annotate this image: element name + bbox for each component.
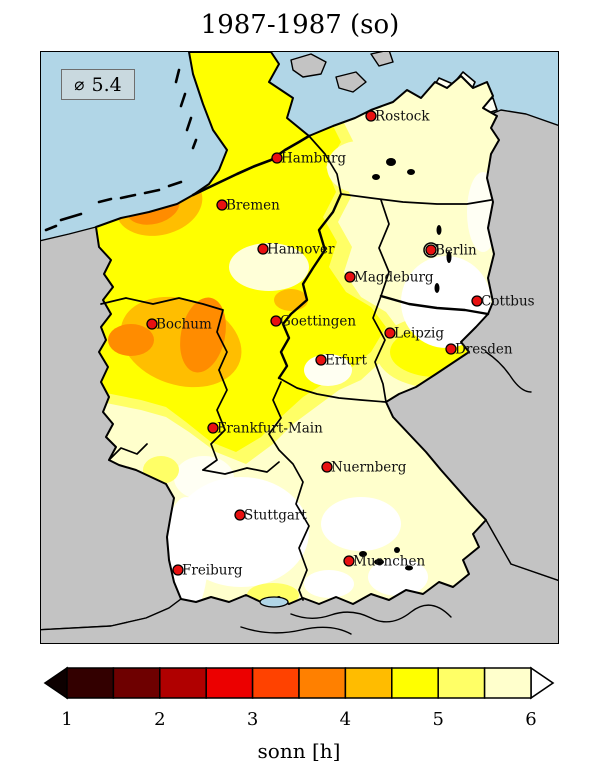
- city-marker-Muenchen: [343, 555, 355, 567]
- city-label-Cottbus: Cottbus: [481, 294, 535, 310]
- colorbar-segment-1-1.5: [66, 667, 115, 699]
- city-marker-Leipzig: [384, 327, 396, 339]
- average-symbol: ⌀: [74, 74, 85, 95]
- colorbar-segment-4-4.5: [344, 667, 393, 699]
- city-label-Bremen: Bremen: [226, 198, 280, 214]
- city-marker-Freiburg: [172, 564, 184, 576]
- city-label-Stuttgart: Stuttgart: [244, 508, 307, 524]
- outside-land: [41, 52, 558, 643]
- colorbar-over-arrow: [530, 666, 555, 700]
- city-marker-Cottbus: [471, 295, 483, 307]
- coastal-islands: [44, 68, 198, 232]
- city-label-Leipzig: Leipzig: [394, 326, 444, 342]
- city-marker-Bremen: [216, 199, 228, 211]
- colorbar-under-arrow: [43, 666, 68, 700]
- city-label-Berlin: Berlin: [435, 243, 477, 259]
- border-hesse-bw: [202, 461, 280, 475]
- city-marker-Berlin: [425, 244, 437, 256]
- colorbar-tick-3: 3: [247, 709, 258, 730]
- state-borders: [100, 134, 492, 601]
- average-value: 5.4: [91, 73, 122, 96]
- patch-hannover-pale: [229, 243, 309, 291]
- border-nrw-rlp-hesse: [202, 369, 228, 471]
- average-value-badge: ⌀ 5.4: [61, 69, 135, 100]
- colorbar-segments: [66, 667, 532, 699]
- colorbar-segment-3-3.5: [251, 667, 300, 699]
- border-sa-brandenburg: [378, 199, 390, 297]
- city-label-Hamburg: Hamburg: [281, 151, 346, 167]
- colorbar-segment-2.5-3: [205, 667, 254, 699]
- patch-white-munich-n: [321, 497, 401, 551]
- patch-white-allgaeu: [304, 570, 354, 598]
- island-denmark-1: [290, 53, 327, 78]
- colorbar-axis-label: sonn [h]: [258, 739, 341, 763]
- city-label-Goettingen: Goettingen: [280, 314, 356, 330]
- city-label-Hannover: Hannover: [267, 242, 335, 258]
- city-marker-Rostock: [365, 110, 377, 122]
- colorbar-segment-4.5-5: [391, 667, 439, 699]
- city-label-Bochum: Bochum: [156, 317, 212, 333]
- island-denmark-2: [335, 71, 367, 93]
- city-marker-Bochum: [146, 318, 158, 330]
- colorbar-tick-6: 6: [525, 709, 536, 730]
- colorbar-segment-3.5-4: [298, 667, 347, 699]
- colorbar: 1 2 3 4 5 6 sonn [h]: [43, 666, 555, 763]
- blob-orange-ruhr-east: [180, 297, 226, 373]
- border-saxony-brandenburg: [379, 294, 490, 316]
- map-frame: ⌀ 5.4: [40, 51, 559, 644]
- border-saxony-thuringia: [372, 295, 387, 403]
- colorbar-segment-5-5.5: [437, 667, 486, 699]
- city-label-Magdeburg: Magdeburg: [354, 270, 434, 286]
- island-denmark-3: [370, 52, 394, 67]
- border-thuringia-bavaria: [278, 377, 387, 403]
- colorbar-tick-2: 2: [154, 709, 165, 730]
- city-label-Muenchen: Muenchen: [353, 554, 425, 570]
- city-marker-Erfurt: [315, 354, 327, 366]
- border-inner-german: [277, 192, 343, 380]
- city-layer: Rostock Hamburg Bremen Hannover BerlinMagdeb…: [146, 109, 535, 579]
- city-marker-Goettingen: [270, 315, 282, 327]
- patch-white-lausitz: [401, 256, 491, 348]
- figure-title: 1987-1987 (so): [200, 10, 400, 40]
- city-label-Frankfurt-Main: Frankfurt-Main: [217, 421, 323, 437]
- city-marker-Nuernberg: [321, 461, 333, 473]
- blob-amber-goettingen: [274, 289, 308, 311]
- city-marker-Magdeburg: [344, 271, 356, 283]
- border-spessart-bwby: [268, 381, 310, 601]
- colorbar-tick-labels: 1 2 3 4 5 6: [61, 709, 536, 730]
- colorbar-segment-2-2.5: [159, 667, 207, 699]
- city-marker-Hannover: [257, 243, 269, 255]
- patch-white-munich-se: [368, 558, 428, 596]
- patch-mecklenburg-cream: [327, 141, 391, 193]
- border-saarland: [108, 443, 148, 461]
- border-ns-nrw: [100, 297, 228, 371]
- colorbar-segment-5.5-6: [483, 667, 532, 699]
- city-label-Dresden: Dresden: [455, 342, 513, 358]
- border-elbe-sh: [191, 134, 311, 197]
- germany-sunshine-map: Rostock Hamburg Bremen Hannover BerlinMagdeb…: [41, 52, 558, 643]
- city-marker-Frankfurt-Main: [207, 422, 219, 434]
- colorbar-segment-1.5-2: [112, 667, 161, 699]
- city-label-Rostock: Rostock: [375, 109, 430, 125]
- colorbar-tick-4: 4: [340, 709, 351, 730]
- city-marker-Stuttgart: [234, 509, 246, 521]
- blob-orange-ruhr-west: [108, 324, 154, 356]
- city-label-Erfurt: Erfurt: [325, 353, 367, 369]
- border-berlin-ring: [423, 242, 439, 258]
- city-label-Nuernberg: Nuernberg: [331, 460, 407, 476]
- city-marker-Hamburg: [271, 152, 283, 164]
- city-marker-Dresden: [445, 343, 457, 355]
- colorbar-tick-1: 1: [61, 709, 72, 730]
- germany-outline: [95, 52, 500, 605]
- lake-constance: [259, 596, 289, 608]
- border-mv-south: [308, 135, 492, 205]
- lakes-and-marks: [359, 158, 452, 571]
- city-label-Freiburg: Freiburg: [182, 563, 243, 579]
- colorbar-tick-5: 5: [432, 709, 443, 730]
- foreign-borders: [240, 351, 532, 635]
